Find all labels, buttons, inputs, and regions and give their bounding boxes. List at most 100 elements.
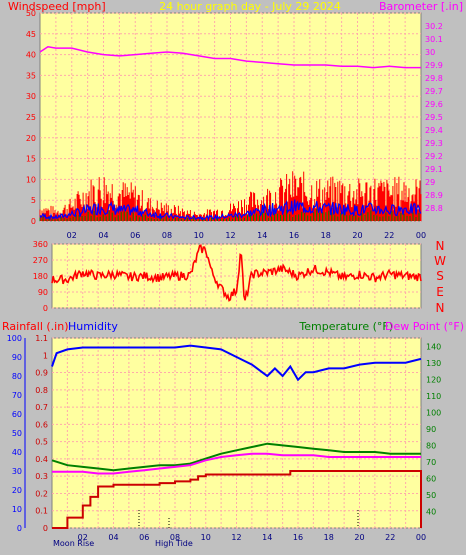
- wind-x-tick-18: 18: [321, 231, 331, 240]
- humidity-tick-60: 60: [12, 410, 22, 419]
- barometer-tick-29.7: 29.7: [425, 87, 443, 96]
- wind-x-tick-02: 02: [67, 231, 77, 240]
- humidity-label: Humidity: [68, 320, 118, 333]
- temperature-tick-130: 130: [426, 359, 441, 368]
- temperature-tick-140: 140: [426, 342, 441, 351]
- temperature-tick-120: 120: [426, 375, 441, 384]
- barometer-tick-30: 30: [425, 48, 435, 57]
- climate-grid: [52, 337, 421, 529]
- dew-point-line: [52, 452, 421, 475]
- wind-average-line: [39, 199, 422, 222]
- humidity-tick-40: 40: [12, 448, 22, 457]
- direction-tick-180: 180: [33, 272, 48, 281]
- barometer-tick-29.3: 29.3: [425, 139, 443, 148]
- event-markers: [138, 510, 359, 528]
- dew-point-label: Dew Point (°F): [385, 320, 464, 333]
- rainfall-label: Rainfall (.in): [2, 320, 69, 333]
- humidity-tick-70: 70: [12, 391, 22, 400]
- wind-x-tick-08: 08: [162, 231, 172, 240]
- wind-series: [39, 171, 422, 222]
- barometer-title: Barometer [.in]: [379, 0, 463, 13]
- chart-title: 24 hour graph day - July 29 2024: [159, 0, 341, 13]
- wind-x-tick-04: 04: [98, 231, 108, 240]
- temperature-tick-80: 80: [426, 441, 436, 450]
- climate-x-tick-04: 04: [108, 533, 118, 542]
- barometer-tick-29.6: 29.6: [425, 100, 443, 109]
- wind-x-axis: 02 04 06 08 10 12 14 16 18 20 22 00: [67, 231, 426, 240]
- climate-x-tick-22: 22: [385, 533, 395, 542]
- temperature-tick-70: 70: [426, 458, 436, 467]
- rainfall-tick-0.3: 0.3: [35, 472, 48, 481]
- humidity-tick-80: 80: [12, 372, 22, 381]
- rainfall-tick-0.6: 0.6: [35, 420, 48, 429]
- direction-tick-0: 0: [43, 304, 48, 313]
- windspeed-tick-15: 15: [26, 155, 36, 164]
- rainfall-tick-0: 0: [43, 524, 48, 533]
- high-tide-label: High Tide: [155, 539, 193, 548]
- windspeed-tick-35: 35: [26, 71, 36, 80]
- humidity-axis: 0 10 20 30 40 50 60 70 80 90 100: [7, 334, 26, 533]
- temperature-line: [51, 442, 421, 472]
- windspeed-axis: 0 5 10 15 20 25 30 35 40 45 50: [26, 9, 36, 226]
- rainfall-axis: 0 0.1 0.2 0.3 0.4 0.5 0.6 0.7 0.8 0.9 1 1.1: [35, 334, 48, 533]
- compass-e: E: [436, 285, 444, 299]
- temperature-tick-60: 60: [426, 474, 436, 483]
- windspeed-tick-25: 25: [26, 113, 36, 122]
- compass-n-top: N: [436, 239, 445, 253]
- compass-w: W: [434, 254, 446, 268]
- barometer-tick-29.8: 29.8: [425, 74, 443, 83]
- compass-n-bottom: N: [436, 301, 445, 315]
- rainfall-tick-1.1: 1.1: [35, 334, 48, 343]
- climate-x-tick-20: 20: [354, 533, 364, 542]
- windspeed-tick-20: 20: [26, 134, 36, 143]
- barometer-tick-29: 29: [425, 178, 435, 187]
- rainfall-line: [52, 470, 422, 529]
- direction-tick-360: 360: [33, 240, 48, 249]
- climate-x-tick-06: 06: [139, 533, 149, 542]
- windspeed-tick-0: 0: [31, 217, 36, 226]
- temperature-tick-50: 50: [426, 491, 436, 500]
- rainfall-tick-0.1: 0.1: [35, 507, 48, 516]
- windspeed-tick-10: 10: [26, 175, 36, 184]
- barometer-tick-29.9: 29.9: [425, 61, 443, 70]
- climate-x-tick-08: 08: [170, 533, 180, 542]
- moon-rise-label: Moon Rise: [53, 539, 94, 548]
- temperature-tick-100: 100: [426, 408, 441, 417]
- wind-x-tick-10: 10: [194, 231, 204, 240]
- temperature-label: Temperature (°F): [298, 320, 393, 333]
- humidity-line: [51, 344, 422, 382]
- temperature-tick-90: 90: [426, 425, 436, 434]
- rainfall-tick-0.7: 0.7: [35, 403, 48, 412]
- humidity-tick-90: 90: [12, 353, 22, 362]
- windspeed-title: Windspeed [mph]: [8, 0, 106, 13]
- wind-x-tick-12: 12: [225, 231, 235, 240]
- direction-axis: 0 90 180 270 360: [33, 240, 48, 313]
- wind-x-tick-06: 06: [130, 231, 140, 240]
- direction-tick-90: 90: [38, 288, 48, 297]
- climate-x-tick-10: 10: [201, 533, 211, 542]
- rainfall-tick-1: 1: [43, 351, 48, 360]
- barometer-tick-28.8: 28.8: [425, 204, 443, 213]
- wind-direction-line: [51, 244, 422, 302]
- barometer-tick-29.4: 29.4: [425, 126, 443, 135]
- barometer-tick-30.2: 30.2: [425, 22, 443, 31]
- windspeed-tick-30: 30: [26, 92, 36, 101]
- rainfall-tick-0.9: 0.9: [35, 369, 48, 378]
- windspeed-tick-40: 40: [26, 51, 36, 60]
- humidity-tick-20: 20: [12, 486, 22, 495]
- rainfall-tick-0.4: 0.4: [35, 455, 48, 464]
- humidity-tick-50: 50: [12, 429, 22, 438]
- barometer-tick-29.2: 29.2: [425, 152, 443, 161]
- wind-x-tick-22: 22: [384, 231, 394, 240]
- temperature-axis: 40 50 60 70 80 90 100 110 120 130 140: [426, 342, 441, 516]
- wind-x-tick-14: 14: [257, 231, 267, 240]
- temperature-tick-110: 110: [426, 392, 441, 401]
- climate-x-tick-12: 12: [231, 533, 241, 542]
- climate-x-axis: 02 04 06 08 10 12 14 16 18 20 22 00: [78, 533, 426, 542]
- wind-x-tick-20: 20: [352, 231, 362, 240]
- windspeed-tick-50: 50: [26, 9, 36, 18]
- barometer-axis: 28.8 28.9 29 29.1 29.2 29.3 29.4 29.5 29.6 29.7 29…: [425, 22, 443, 213]
- climate-plot-area: [51, 337, 422, 529]
- humidity-tick-10: 10: [12, 505, 22, 514]
- wind-x-tick-00: 00: [416, 231, 426, 240]
